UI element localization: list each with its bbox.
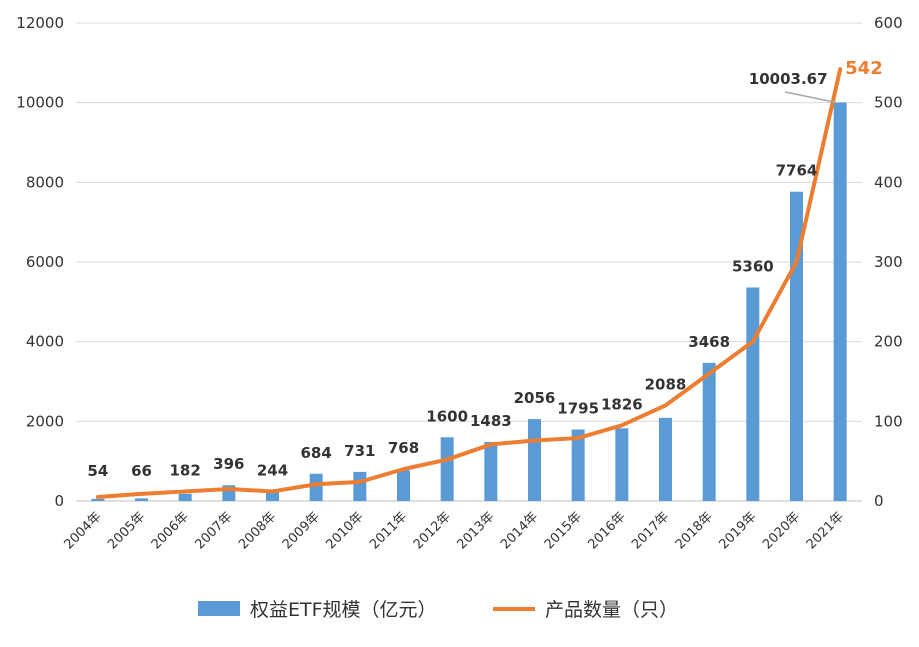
x-tick-label: 2017年 [629, 509, 672, 552]
left-axis-ticks: 0 2000 4000 6000 8000 10000 12000 [16, 14, 64, 510]
bar-value-label: 2088 [645, 375, 687, 393]
bar-2010年 [353, 471, 367, 501]
x-tick-label: 2004年 [61, 509, 104, 552]
left-tick-label: 12000 [16, 14, 64, 32]
bar-value-label: 2056 [514, 389, 556, 407]
x-tick-label: 2010年 [323, 509, 366, 552]
bar-2008年 [266, 491, 279, 501]
bar-series [91, 102, 847, 501]
bar-2014年 [528, 419, 541, 501]
right-axis-ticks: 0 100 200 300 400 500 600 [874, 14, 903, 510]
right-tick-label: 600 [874, 14, 903, 32]
right-tick-label: 400 [874, 173, 903, 191]
x-tick-label: 2014年 [498, 509, 541, 552]
bar-2011年 [397, 470, 410, 501]
bar-2012年 [440, 437, 454, 501]
bar-2015年 [571, 429, 585, 501]
legend-line-label: 产品数量（只） [545, 599, 678, 621]
left-tick-label: 8000 [26, 173, 64, 191]
x-tick-label: 2009年 [280, 509, 323, 552]
right-tick-label: 500 [874, 94, 903, 112]
bar-value-label: 1600 [426, 407, 468, 425]
bar-value-label: 66 [131, 462, 152, 480]
bar-value-label: 396 [213, 455, 244, 473]
x-tick-label: 2006年 [149, 509, 192, 552]
line-last-value-label: 542 [845, 58, 883, 79]
bar-value-label: 182 [170, 461, 201, 479]
product-count-line [95, 67, 843, 500]
bar-2005年 [135, 498, 148, 501]
right-tick-label: 300 [874, 253, 903, 271]
bar-2009年 [309, 473, 323, 501]
x-tick-label: 2012年 [411, 509, 454, 552]
x-tick-label: 2019年 [716, 509, 759, 552]
legend-bar-label: 权益ETF规模（亿元） [250, 599, 437, 621]
bar-value-label: 244 [257, 461, 288, 479]
right-tick-label: 0 [874, 492, 884, 510]
bar-value-label: 54 [87, 462, 108, 480]
right-tick-label: 100 [874, 412, 903, 430]
bar-value-label: 1483 [470, 412, 512, 430]
x-tick-label: 2020年 [760, 509, 803, 552]
x-tick-label: 2007年 [192, 509, 235, 552]
bar-2019年 [746, 287, 760, 501]
bar-value-label: 768 [388, 439, 419, 457]
bar-value-label: 1795 [557, 399, 599, 417]
bar-value-label: 7764 [776, 162, 818, 180]
legend-bar-swatch [198, 601, 240, 616]
x-tick-label: 2016年 [585, 509, 628, 552]
legend: 权益ETF规模（亿元） 产品数量（只） [198, 599, 678, 621]
bar-value-label: 5360 [732, 257, 774, 275]
x-tick-label: 2015年 [542, 509, 585, 552]
bar-value-label: 3468 [688, 333, 730, 351]
bar-value-label: 684 [301, 444, 332, 462]
bar-2006年 [178, 493, 192, 501]
x-tick-label: 2008年 [236, 509, 279, 552]
line-series [95, 67, 843, 500]
bar-value-label: 731 [344, 442, 375, 460]
bar-2018年 [702, 362, 716, 501]
bar-2021年 [833, 102, 847, 501]
x-tick-label: 2013年 [454, 509, 497, 552]
left-tick-label: 6000 [26, 253, 64, 271]
bar-2004年 [91, 498, 105, 501]
left-tick-label: 0 [54, 492, 64, 510]
left-tick-label: 2000 [26, 412, 64, 430]
x-tick-label: 2018年 [673, 509, 716, 552]
bar-2017年 [659, 417, 672, 501]
x-tick-label: 2005年 [105, 509, 148, 552]
bar-2013年 [484, 441, 498, 501]
x-axis-ticks: 2004年 2005年 2006年 2007年 2008年 2009年 2010年 2011年… [61, 509, 847, 552]
x-tick-label: 2011年 [367, 509, 410, 552]
right-tick-label: 200 [874, 333, 903, 351]
left-tick-label: 4000 [26, 333, 64, 351]
x-tick-label: 2021年 [804, 509, 847, 552]
bar-value-label: 1826 [601, 395, 643, 413]
left-tick-label: 10000 [16, 94, 64, 112]
gridlines [76, 22, 862, 502]
leader-line [785, 91, 837, 104]
bar-value-label: 10003.67 [749, 70, 828, 88]
bar-2016年 [615, 428, 629, 501]
